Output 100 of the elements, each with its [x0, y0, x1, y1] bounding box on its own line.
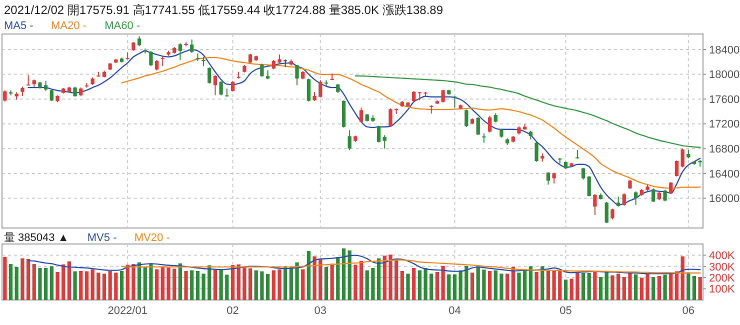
x-tick-label: 05	[560, 305, 572, 317]
bar	[137, 262, 142, 300]
y-tick-label: 16400	[709, 168, 740, 180]
bar	[108, 270, 112, 300]
bar	[371, 268, 375, 300]
bar	[219, 270, 223, 300]
candlestick	[482, 132, 486, 144]
bar	[546, 270, 550, 300]
bar	[359, 261, 364, 300]
bar	[306, 251, 310, 300]
bar	[388, 254, 392, 300]
candlestick	[213, 74, 218, 96]
bar	[289, 266, 293, 300]
bar	[154, 269, 159, 300]
bar	[657, 276, 661, 300]
bar	[84, 271, 89, 300]
bar	[330, 264, 334, 300]
y-tick-label: 16000	[709, 193, 740, 206]
candlestick	[44, 80, 48, 92]
bar	[598, 277, 603, 300]
bar	[540, 266, 544, 300]
bar	[354, 264, 358, 300]
bar	[62, 264, 66, 300]
candlestick	[610, 208, 614, 220]
candlestick	[312, 91, 316, 102]
text: MV20 -	[134, 232, 170, 244]
bar	[435, 272, 440, 300]
line-series	[121, 259, 701, 274]
candlestick	[452, 95, 457, 108]
bar	[669, 273, 673, 300]
x-tick-label: 06	[682, 305, 695, 317]
bar	[56, 272, 60, 300]
candlestick	[628, 179, 632, 190]
candlestick	[634, 190, 638, 206]
candlestick	[266, 70, 270, 80]
bar	[500, 274, 504, 300]
bar	[570, 278, 574, 300]
bar	[278, 269, 282, 300]
candlestick	[674, 160, 679, 178]
candlestick	[464, 109, 468, 128]
bar	[494, 270, 498, 300]
bar	[604, 272, 608, 300]
bar	[581, 273, 586, 300]
bar	[318, 259, 322, 300]
bar	[120, 270, 124, 300]
candlestick	[430, 104, 434, 114]
candlestick	[652, 188, 656, 202]
bar	[674, 271, 679, 300]
bar	[196, 270, 200, 300]
bar	[698, 277, 702, 300]
candlestick	[26, 74, 30, 86]
y-tick-label: 300K	[709, 261, 736, 274]
candlestick	[272, 60, 276, 70]
bar	[73, 271, 77, 300]
bar	[79, 270, 83, 300]
bar	[254, 270, 258, 300]
bar	[640, 278, 644, 300]
candlestick	[534, 141, 538, 162]
x-tick-label: 04	[448, 305, 461, 317]
bar	[652, 277, 656, 300]
bar	[552, 270, 556, 300]
candlestick	[202, 56, 206, 67]
y-tick-label: 200K	[709, 272, 736, 284]
bar	[692, 276, 696, 300]
bar	[20, 258, 24, 300]
bar	[301, 269, 305, 300]
bar	[505, 274, 510, 300]
bar	[178, 263, 182, 300]
bar	[172, 268, 176, 300]
bar	[132, 264, 136, 300]
bar	[324, 266, 328, 300]
text: MV5 -	[87, 232, 118, 244]
chart-title: 量 385043 ▲	[4, 232, 69, 244]
candlestick	[318, 80, 322, 98]
bar	[114, 272, 118, 300]
bar	[26, 259, 30, 300]
bar	[646, 274, 650, 300]
candlestick	[73, 86, 77, 98]
bar	[266, 274, 270, 300]
candlestick	[295, 64, 299, 86]
bar	[166, 268, 170, 300]
bar	[564, 280, 568, 300]
bar	[236, 264, 240, 300]
candlestick	[160, 56, 164, 67]
bar	[102, 274, 106, 300]
bar	[336, 256, 340, 300]
bar	[14, 266, 18, 300]
bar	[482, 270, 486, 300]
candlestick	[412, 90, 416, 102]
candlestick	[552, 172, 556, 184]
y-tick-label: 17200	[709, 118, 740, 131]
bar	[558, 270, 562, 300]
bar	[511, 266, 515, 300]
y-tick-label: 16800	[709, 144, 740, 156]
bar	[464, 266, 468, 300]
candlestick	[680, 148, 684, 168]
x-tick-label: 2022/01	[108, 305, 148, 317]
bar	[190, 270, 194, 300]
bar	[149, 263, 153, 300]
bar	[160, 266, 164, 300]
